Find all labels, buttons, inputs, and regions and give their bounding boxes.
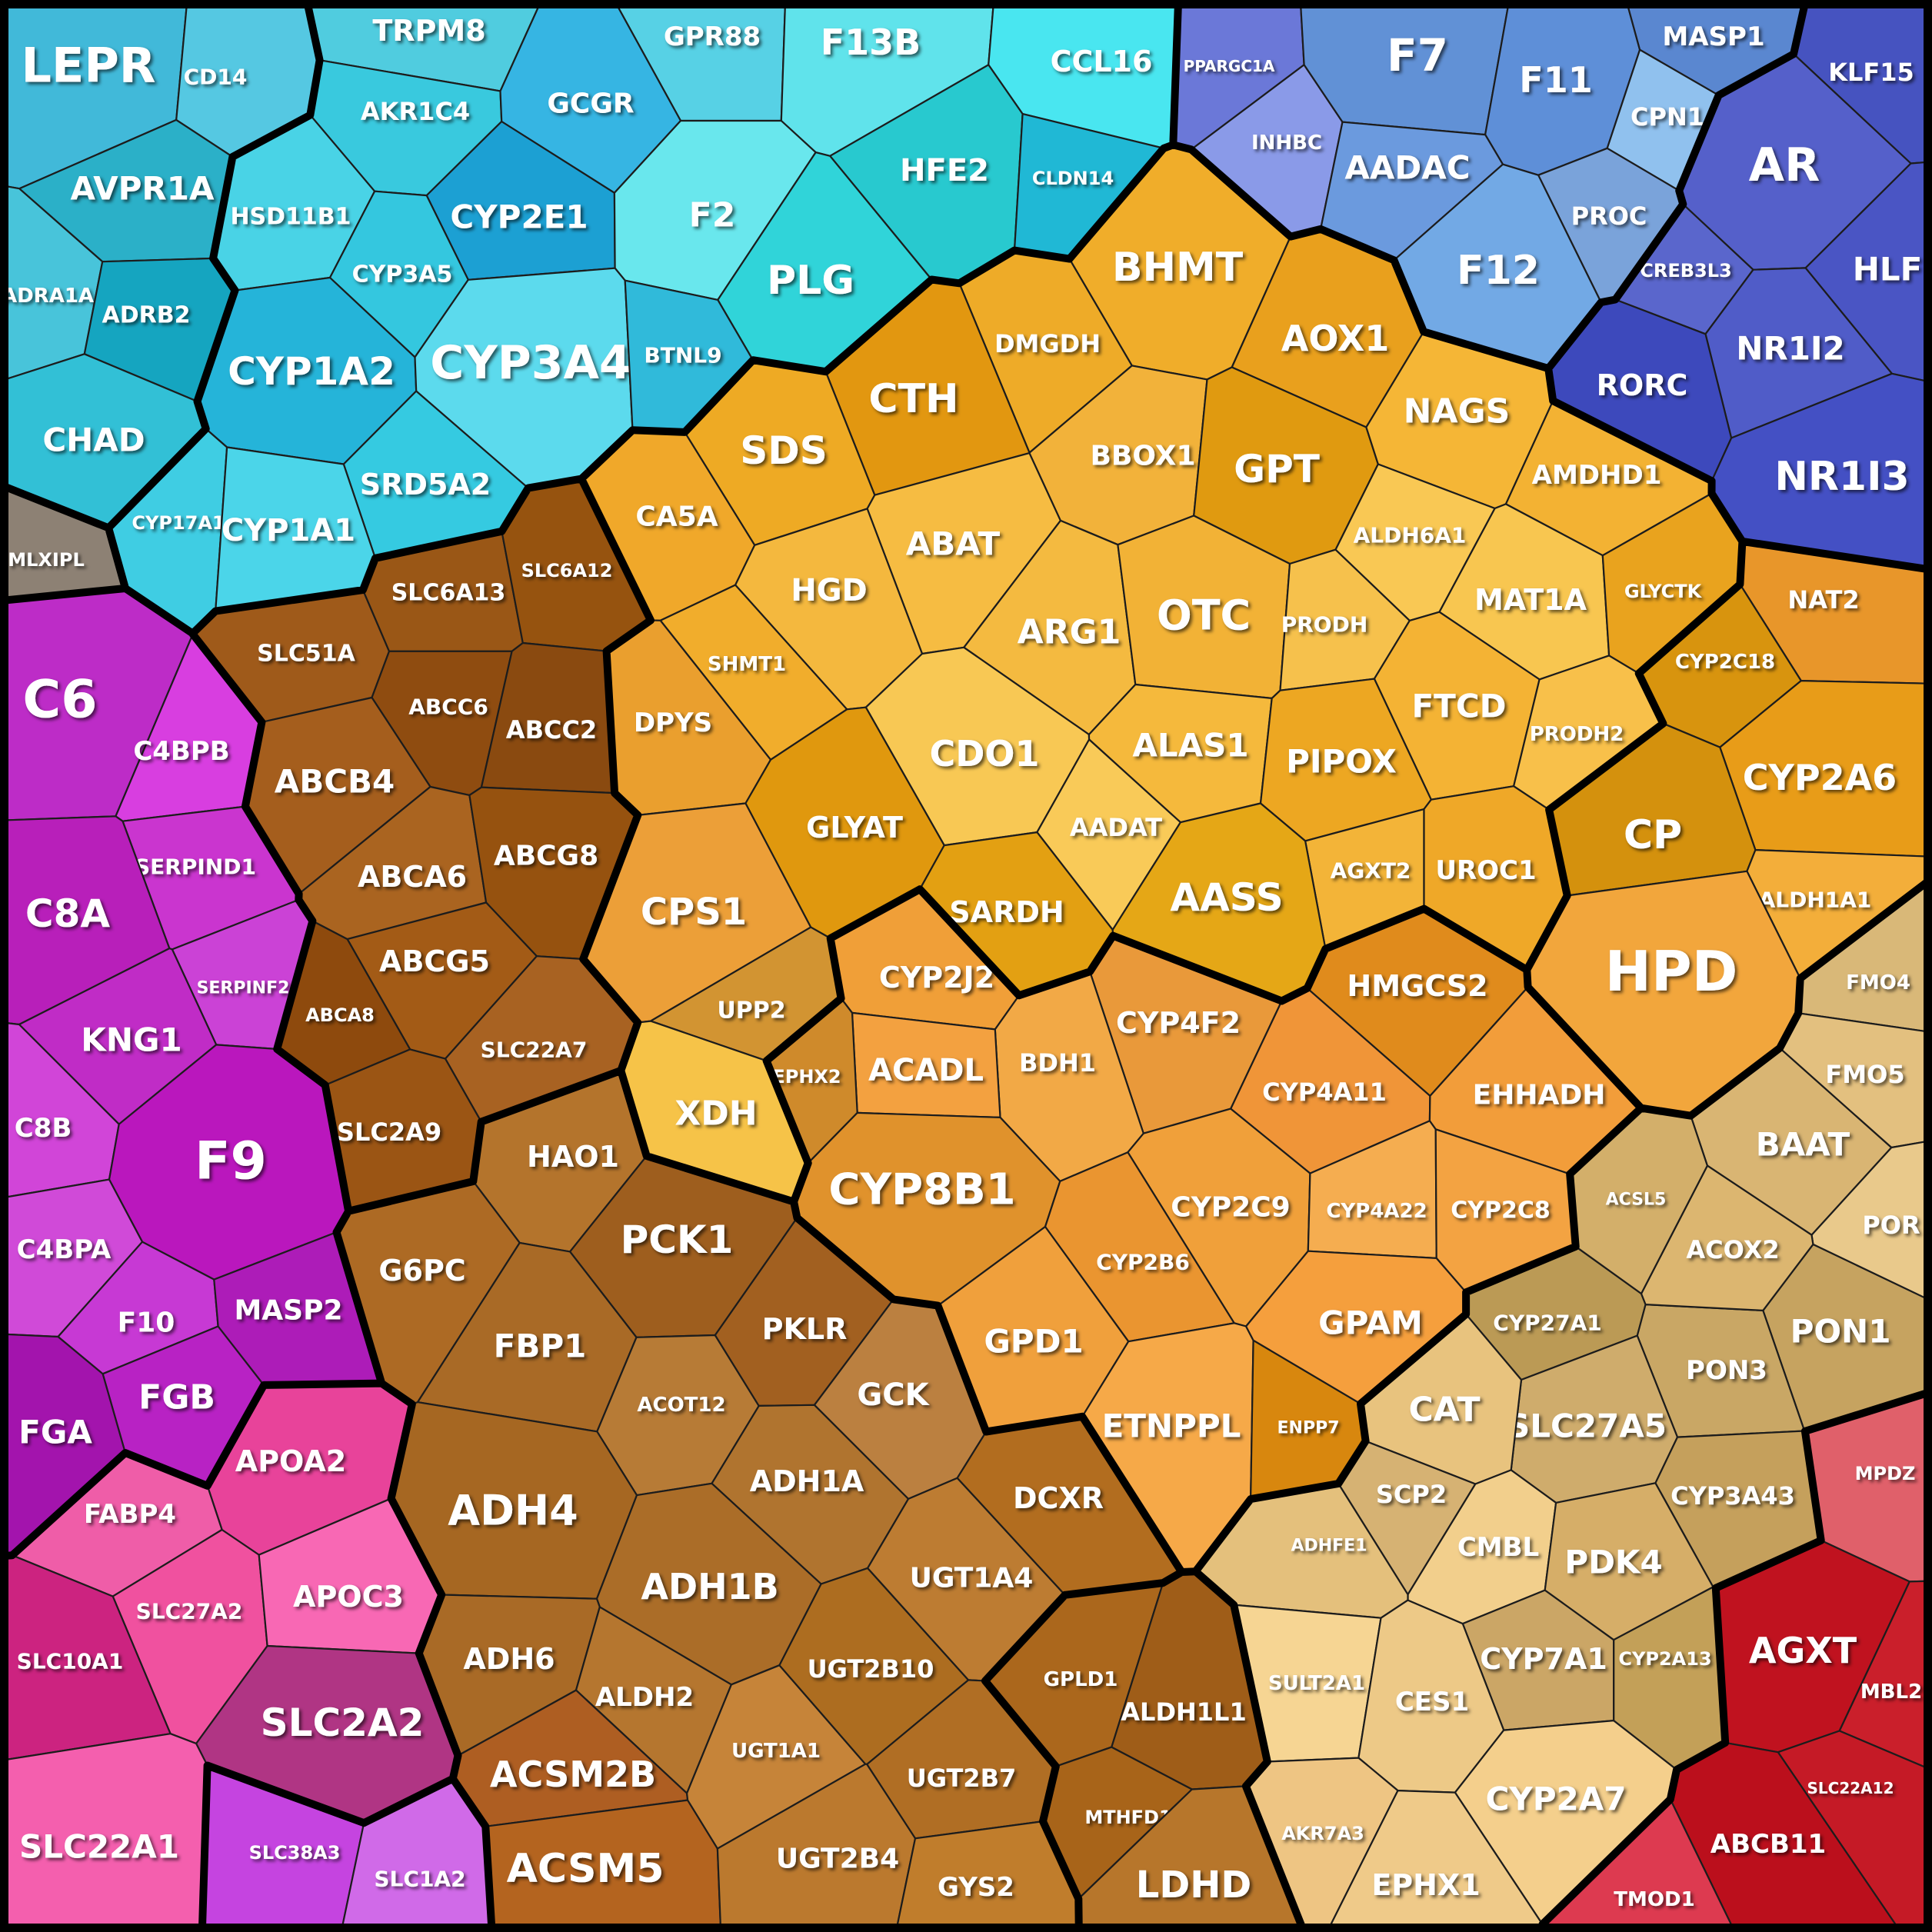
cell-ACADL[interactable]: ACADL xyxy=(851,1011,1001,1119)
cell-SLC22A1[interactable]: SLC22A1 xyxy=(0,1733,208,1932)
